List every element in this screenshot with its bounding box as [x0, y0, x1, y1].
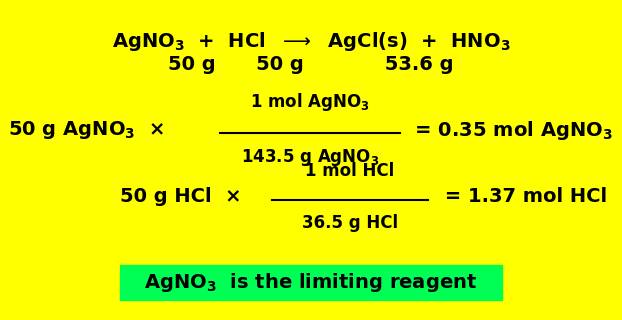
Text: $\mathbf{AgNO_3}$  +  HCl  $\longrightarrow$  AgCl(s)  +  $\mathbf{HNO_3}$: $\mathbf{AgNO_3}$ + HCl $\longrightarrow… [112, 30, 510, 53]
Text: = 0.35 mol $\mathbf{AgNO_3}$: = 0.35 mol $\mathbf{AgNO_3}$ [408, 118, 613, 141]
Text: 143.5 g $\mathbf{AgNO_3}$: 143.5 g $\mathbf{AgNO_3}$ [241, 147, 379, 168]
Text: 1 mol HCl: 1 mol HCl [305, 162, 394, 180]
Text: 1 mol $\mathbf{AgNO_3}$: 1 mol $\mathbf{AgNO_3}$ [250, 91, 370, 113]
Text: 50 g      50 g            53.6 g: 50 g 50 g 53.6 g [168, 55, 454, 74]
Text: $\mathbf{AgNO_3}$  is the limiting reagent: $\mathbf{AgNO_3}$ is the limiting reagen… [144, 271, 478, 294]
Text: 50 g $\mathbf{AgNO_3}$  ×: 50 g $\mathbf{AgNO_3}$ × [8, 119, 164, 141]
Text: 50 g HCl  ×: 50 g HCl × [120, 188, 241, 206]
Text: = 1.37 mol HCl: = 1.37 mol HCl [438, 188, 607, 206]
FancyBboxPatch shape [120, 265, 502, 300]
Text: 36.5 g HCl: 36.5 g HCl [302, 214, 398, 232]
